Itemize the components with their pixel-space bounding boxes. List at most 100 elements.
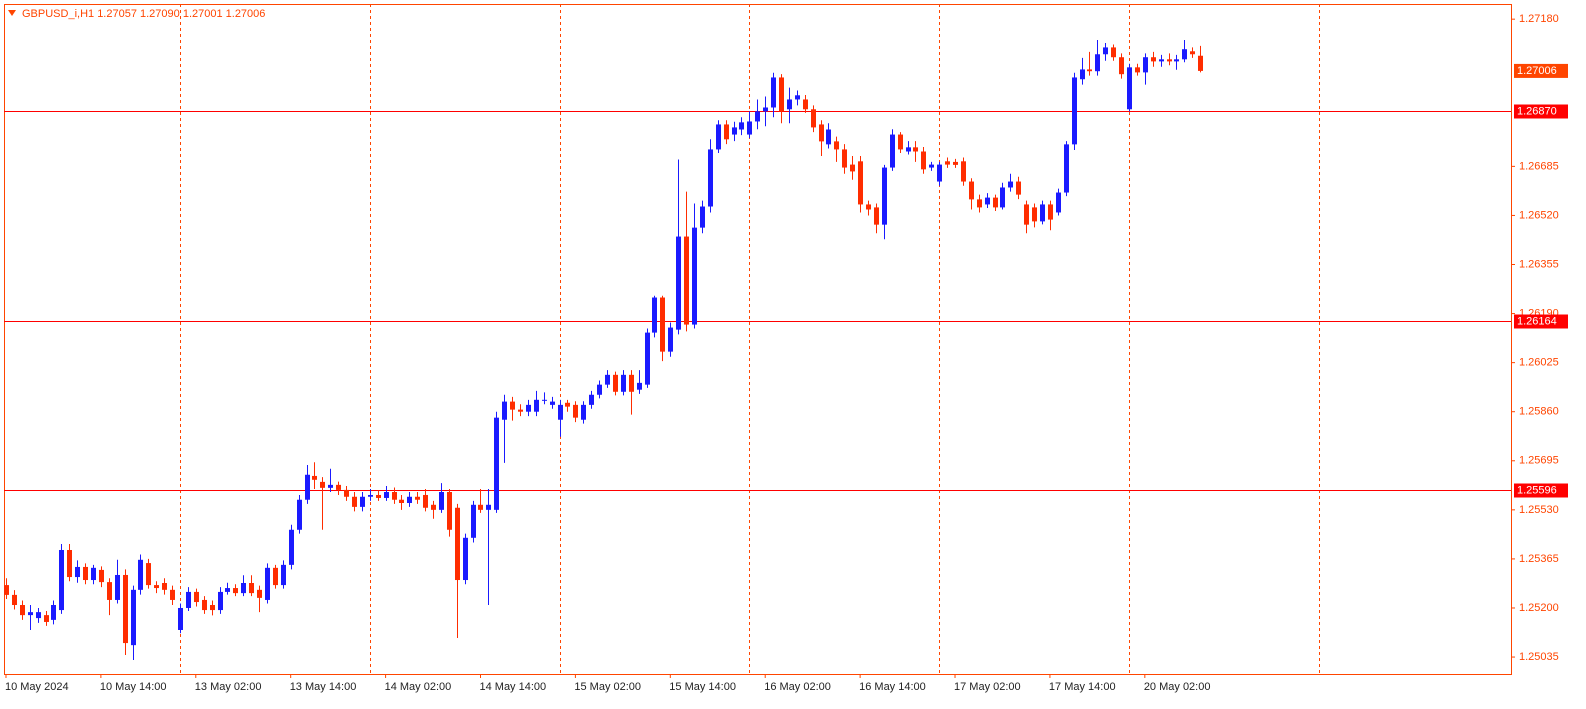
y-tick-label: 1.25035 <box>1519 651 1559 663</box>
candle-body <box>1048 204 1053 220</box>
candle-body <box>732 127 737 135</box>
candle-body <box>621 374 626 392</box>
candle-body <box>755 111 760 122</box>
candle-body <box>700 206 705 228</box>
candle-body <box>834 141 839 150</box>
candle-body <box>1072 77 1077 145</box>
chart-title: GBPUSD_i,H1 1.27057 1.27090 1.27001 1.27… <box>22 8 265 20</box>
candle-body <box>439 492 444 510</box>
candle-body <box>739 122 744 130</box>
candle-body <box>629 374 634 392</box>
candle-body <box>83 566 88 581</box>
candle-body <box>858 161 863 205</box>
candle-body <box>937 164 942 182</box>
candle-body <box>668 327 673 352</box>
candle-body <box>1135 67 1140 73</box>
y-tick-label: 1.26355 <box>1519 258 1559 270</box>
y-tick-label: 1.26685 <box>1519 160 1559 172</box>
candle-body <box>384 492 389 498</box>
candle-body <box>241 583 246 594</box>
candle-body <box>471 504 476 538</box>
x-tick-label: 16 May 02:00 <box>764 681 831 693</box>
y-tick-label: 1.25695 <box>1519 455 1559 467</box>
candle-body <box>708 149 713 207</box>
x-tick-label: 13 May 02:00 <box>195 681 262 693</box>
candle-body <box>819 124 824 142</box>
candle-body <box>360 496 365 507</box>
candle-body <box>1151 57 1156 62</box>
candle-body <box>518 409 523 412</box>
candle-body <box>597 384 602 395</box>
y-tick-label: 1.25200 <box>1519 602 1559 614</box>
candle-body <box>558 404 563 420</box>
candle-body <box>494 417 499 510</box>
candle-body <box>573 404 578 418</box>
candle-body <box>1182 49 1187 60</box>
x-tick-label: 13 May 14:00 <box>290 681 357 693</box>
candle-body <box>368 494 373 497</box>
candle-body <box>565 402 570 407</box>
candle-body <box>874 207 879 225</box>
candle-body <box>423 494 428 508</box>
candle-body <box>1159 59 1164 62</box>
y-tick-label: 1.25530 <box>1519 504 1559 516</box>
candle-body <box>392 492 397 500</box>
candle-body <box>1087 69 1092 72</box>
candle-body <box>716 124 721 150</box>
candle-body <box>510 401 515 410</box>
candle-body <box>898 134 903 150</box>
candle-body <box>463 537 468 581</box>
candle-body <box>779 77 784 112</box>
candle-body <box>194 591 199 603</box>
candle-body <box>1008 181 1013 188</box>
candle-body <box>344 489 349 497</box>
candle-body <box>787 99 792 110</box>
candle-body <box>589 394 594 405</box>
candle-body <box>581 404 586 420</box>
candle-body <box>684 236 689 325</box>
candle-body <box>336 484 341 490</box>
candle-body <box>921 151 926 170</box>
candle-body <box>645 332 650 385</box>
candle-body <box>170 589 175 600</box>
candle-body <box>1111 47 1116 58</box>
candle-body <box>36 612 41 619</box>
candle-body <box>320 481 325 488</box>
y-tick-label: 1.25860 <box>1519 406 1559 418</box>
price-label: 1.27006 <box>1517 65 1557 77</box>
candle-body <box>526 404 531 412</box>
candle-body <box>1174 59 1179 62</box>
candle-body <box>455 507 460 581</box>
candle-body <box>162 583 167 590</box>
x-tick-label: 14 May 14:00 <box>479 681 546 693</box>
candle-body <box>4 585 9 595</box>
x-tick-label: 14 May 02:00 <box>385 681 452 693</box>
y-tick-label: 1.26025 <box>1519 357 1559 369</box>
candle-body <box>1056 192 1061 213</box>
candle-body <box>138 559 143 590</box>
candle-body <box>1127 67 1132 110</box>
candle-body <box>1024 204 1029 225</box>
candle-body <box>486 504 491 510</box>
y-tick-label: 1.26520 <box>1519 209 1559 221</box>
candle-body <box>1119 57 1124 75</box>
candle-body <box>795 95 800 100</box>
candle-body <box>1040 204 1045 222</box>
candle-body <box>154 585 159 589</box>
candle-body <box>866 204 871 210</box>
candle-body <box>186 591 191 608</box>
candle-body <box>605 374 610 385</box>
candle-body <box>91 567 96 581</box>
level-label-box <box>1514 104 1568 119</box>
x-tick-label: 20 May 02:00 <box>1144 681 1211 693</box>
candle-body <box>771 77 776 108</box>
candle-body <box>51 605 56 620</box>
candle-body <box>233 588 238 594</box>
price-label-box <box>1514 63 1568 78</box>
candle-body <box>945 161 950 165</box>
candle-body <box>218 591 223 611</box>
candle-body <box>613 374 618 392</box>
level-label-box <box>1514 483 1568 498</box>
candle-body <box>178 607 183 630</box>
